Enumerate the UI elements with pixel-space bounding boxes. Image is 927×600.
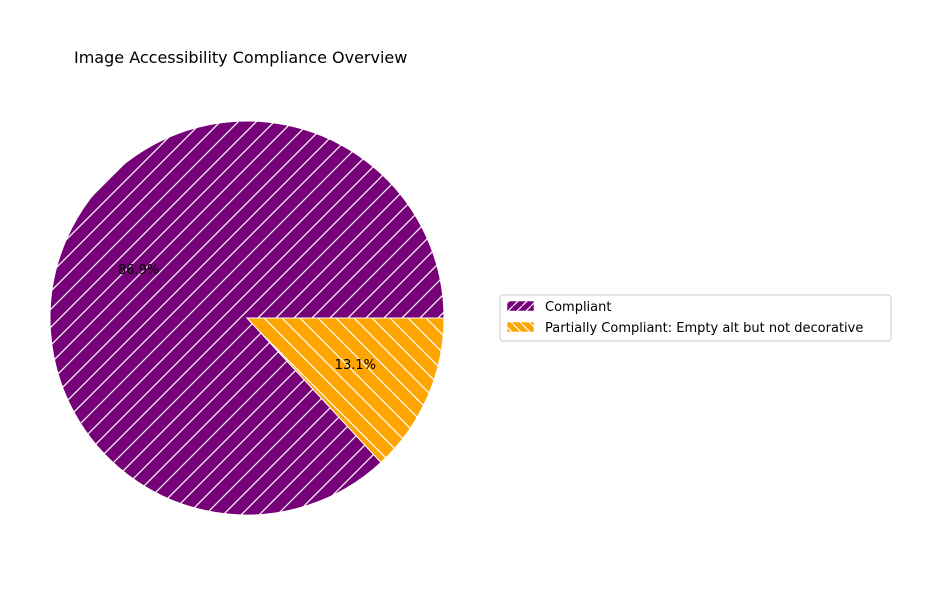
chart-title: Image Accessibility Compliance Overview: [74, 48, 407, 67]
pie-percent-label-0: 86.9%: [118, 263, 159, 278]
legend-swatch-compliant: [506, 300, 535, 312]
legend: Compliant Partially Compliant: Empty alt…: [499, 294, 892, 342]
pie-slices: [49, 120, 445, 516]
legend-label-partially-compliant: Partially Compliant: Empty alt but not d…: [545, 321, 863, 336]
legend-swatch-partially-compliant: [506, 321, 535, 333]
pie-slice-partially-compliant: [245, 317, 445, 464]
pie-percent-label-1: 13.1%: [335, 358, 376, 373]
legend-frame: [499, 294, 892, 342]
legend-label-compliant: Compliant: [545, 300, 611, 315]
pie-percent-labels: 86.9% 13.1%: [118, 263, 376, 373]
